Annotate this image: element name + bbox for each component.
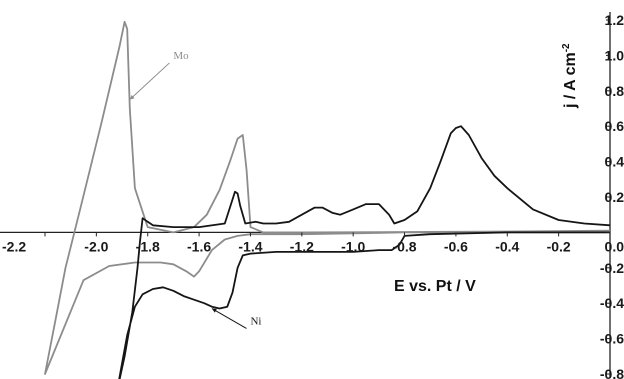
- y-tick-label: -0.6: [600, 331, 624, 347]
- x-tick-label: -0.6: [444, 238, 468, 254]
- y-tick-label: -0.2: [600, 260, 624, 276]
- y-tick-label: 1.2: [605, 12, 624, 28]
- annotation-arrow: [129, 62, 170, 101]
- x-tick-label: -0.2: [547, 238, 571, 254]
- axes: [0, 12, 611, 378]
- x-tick-label: -0.8: [392, 238, 416, 254]
- y-axis-label-main: j / A cm: [562, 52, 579, 109]
- y-tick-label: -0.4: [600, 295, 624, 311]
- annotation-label-mo: Mo: [173, 50, 189, 62]
- x-tick-label: -1.0: [341, 238, 365, 254]
- annotation-arrow: [211, 308, 247, 329]
- series-layer: [44, 20, 611, 379]
- annotation-layer: Mo Ni: [129, 50, 261, 329]
- tick-layer: -2.2 -2.0 -1.8 -1.6 -1.4 -1.2 -1.0 -0.8 -0.6 -0.4…: [2, 12, 624, 379]
- x-tick-label: -1.8: [136, 238, 160, 254]
- y-tick-label: 0.6: [605, 118, 624, 134]
- y-tick-label: 0.8: [605, 83, 624, 99]
- y-tick-label: 0.4: [605, 154, 624, 170]
- x-axis-label: E vs. Pt / V: [394, 278, 476, 295]
- y-tick-label: 1.0: [605, 47, 624, 63]
- x-tick-label: 0.0: [605, 238, 624, 254]
- annotation-arrowhead: [211, 308, 217, 313]
- series-mo-line: [44, 20, 611, 375]
- x-tick-label: -2.2: [2, 238, 26, 254]
- x-tick-label: -2.0: [84, 238, 108, 254]
- x-tick-label: -1.2: [290, 238, 314, 254]
- y-axis-label: j / A cm-2: [561, 43, 579, 109]
- series-ni-line: [118, 125, 611, 379]
- x-tick-label: -1.6: [187, 238, 211, 254]
- annotation-label-ni: Ni: [250, 315, 261, 327]
- x-tick-label: -1.4: [238, 238, 262, 254]
- annotation-arrowhead: [129, 94, 135, 100]
- x-tick-label: -0.4: [495, 238, 519, 254]
- y-tick-label: 0.2: [605, 189, 624, 205]
- y-tick-label: -0.8: [600, 366, 624, 379]
- y-axis-label-exponent: -2: [561, 43, 572, 52]
